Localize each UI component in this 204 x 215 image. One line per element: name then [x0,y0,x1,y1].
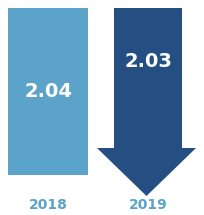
Polygon shape [97,8,196,196]
Text: 2019: 2019 [129,198,167,212]
FancyBboxPatch shape [8,8,88,175]
Text: 2018: 2018 [29,198,68,212]
Text: 2.04: 2.04 [24,82,72,101]
Text: 2.03: 2.03 [124,52,172,71]
